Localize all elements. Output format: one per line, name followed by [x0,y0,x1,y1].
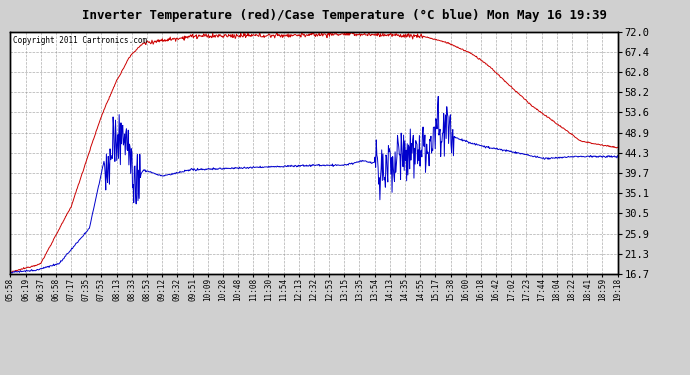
Text: Copyright 2011 Cartronics.com: Copyright 2011 Cartronics.com [13,36,148,45]
Text: Inverter Temperature (red)/Case Temperature (°C blue) Mon May 16 19:39: Inverter Temperature (red)/Case Temperat… [83,9,607,22]
